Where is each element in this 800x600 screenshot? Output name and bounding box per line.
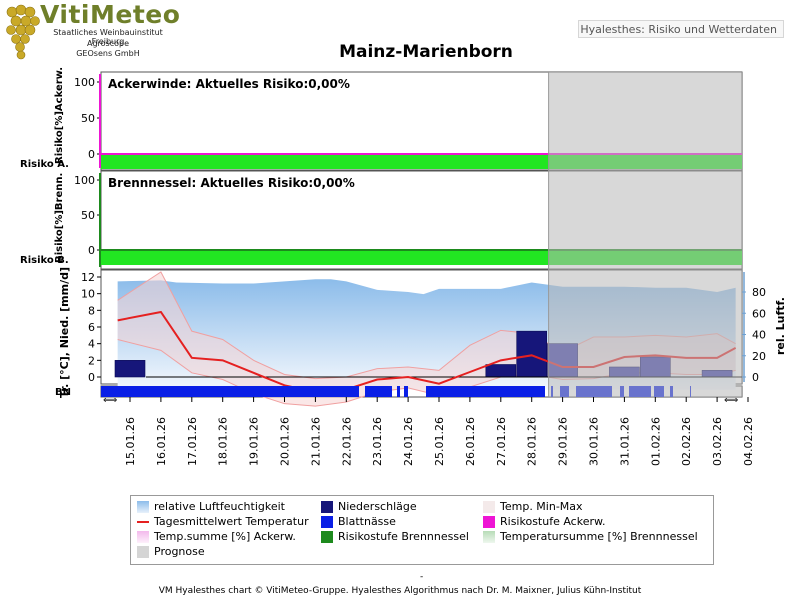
ackerwinde-ytick-label: 0: [88, 148, 95, 161]
precipitation-bar: [485, 364, 517, 378]
risk-ackerwinde-swatch: [483, 516, 495, 528]
xtick-label: 15.01.26: [124, 417, 137, 466]
footer-credit: VM Hyalesthes chart © VitiMeteo-Gruppe. …: [158, 586, 642, 596]
ackerwinde-ylabel: Risiko[%]Ackerw.: [54, 67, 65, 164]
xtick-label: 19.01.26: [248, 417, 261, 466]
legend-label: relative Luftfeuchtigkeit: [154, 500, 285, 513]
brennnessel-ylabel: Risiko[%]Brenn.: [54, 173, 65, 263]
weather-ytick-right-label: 60: [752, 307, 766, 320]
xtick-label: 21.01.26: [309, 417, 322, 466]
xtick-label: 29.01.26: [557, 417, 570, 466]
scroll-left-icon: ⟺: [103, 395, 117, 406]
leaf-wetness-swatch: [321, 516, 333, 528]
weather-ytick-left-label: 0: [88, 371, 95, 384]
xtick-label: 23.01.26: [371, 417, 384, 466]
logo-institute: Staatliches Weinbauinstitut Freiburg: [53, 28, 163, 46]
xtick-label: 25.01.26: [433, 417, 446, 466]
chart-type-tab[interactable]: Hyalesthes: Risiko und Wetterdaten: [578, 20, 784, 38]
temp-mean-swatch: [137, 521, 149, 523]
logo-agroscope: Agroscope: [86, 39, 130, 48]
legend-label: Niederschläge: [338, 500, 417, 513]
tempsum-brennnessel-swatch: [483, 531, 495, 543]
leaf-wetness-band-label: BN: [55, 387, 71, 398]
weather-ylabel-right: rel. Luftf.: [774, 297, 787, 355]
ackerwinde-ytick-label: 50: [81, 112, 95, 125]
weather-ytick-left-label: 4: [88, 338, 95, 351]
footer-dash: -: [420, 572, 424, 582]
xtick-label: 27.01.26: [495, 417, 508, 466]
prognose-swatch: [137, 546, 149, 558]
leaf-wetness-segment: [397, 386, 400, 397]
xtick-label: 28.01.26: [526, 417, 539, 466]
xtick-label: 16.01.26: [155, 417, 168, 466]
weather-ytick-right-label: 20: [752, 350, 766, 363]
leaf-wetness-segment: [426, 386, 545, 397]
xtick-label: 17.01.26: [186, 417, 199, 466]
weather-ylabel-left: Tr. [°C], Nied. [mm/d]: [58, 267, 71, 398]
legend-label: Temperatursumme [%] Brennnessel: [500, 530, 698, 543]
legend-label: Tagesmittelwert Temperatur: [154, 515, 309, 528]
xtick-label: 22.01.26: [340, 417, 353, 466]
xtick-label: 03.02.26: [711, 417, 724, 466]
xtick-label: 02.02.26: [680, 417, 693, 466]
brennnessel-ytick-label: 0: [88, 244, 95, 257]
weather-ytick-right-label: 40: [752, 329, 766, 342]
legend-label: Temp. Min-Max: [500, 500, 583, 513]
precipitation-swatch: [321, 501, 333, 513]
weather-ytick-right-label: 80: [752, 286, 766, 299]
weather-ytick-left-label: 2: [88, 354, 95, 367]
xtick-label: 04.02.26: [742, 417, 755, 466]
xtick-label: 01.02.26: [649, 417, 662, 466]
xtick-label: 24.01.26: [402, 417, 415, 466]
logo-title: VitiMeteo: [40, 0, 181, 29]
temp-minmax-swatch: [483, 501, 495, 513]
legend-label: Risikostufe Ackerw.: [500, 515, 606, 528]
xtick-label: 30.01.26: [588, 417, 601, 466]
leaf-wetness-segment: [404, 386, 408, 397]
precipitation-bar: [114, 360, 146, 378]
brennnessel-ytick-label: 100: [74, 174, 95, 187]
brennnessel-title: Brennnessel: Aktuelles Risiko:0,00%: [108, 176, 355, 190]
chart-title: Mainz-Marienborn: [339, 42, 513, 62]
brennnessel-ytick-label: 50: [81, 209, 95, 222]
weather-ytick-left-label: 12: [81, 271, 95, 284]
humidity-swatch: [137, 501, 149, 513]
logo-geosens: GEOsens GmbH: [76, 49, 140, 58]
xtick-label: 26.01.26: [464, 417, 477, 466]
legend-label: Risikostufe Brennnessel: [338, 530, 469, 543]
scroll-right-icon: ⟺: [724, 395, 738, 406]
legend-label: Temp.summe [%] Ackerw.: [154, 530, 296, 543]
weather-ytick-left-label: 10: [81, 288, 95, 301]
risk-brennnessel-swatch: [321, 531, 333, 543]
ackerwinde-title: Ackerwinde: Aktuelles Risiko:0,00%: [108, 77, 350, 91]
weather-ytick-left-label: 6: [88, 321, 95, 334]
xtick-label: 20.01.26: [279, 417, 292, 466]
legend-label: Prognose: [154, 545, 205, 558]
tempsum-ackerwinde-swatch: [137, 531, 149, 543]
legend: relative Luftfeuchtigkeit Niederschläge …: [130, 495, 714, 565]
brennnessel-band-label: Risiko B.: [20, 255, 69, 266]
legend-label: Blattnässe: [338, 515, 396, 528]
weather-ytick-right-label: 0: [752, 371, 759, 384]
ackerwinde-band-label: Risiko A.: [20, 159, 69, 170]
ackerwinde-ytick-label: 100: [74, 76, 95, 89]
weather-ytick-left-label: 8: [88, 304, 95, 317]
precipitation-bar: [516, 330, 548, 378]
leaf-wetness-segment: [365, 386, 392, 397]
leaf-wetness-segment: [101, 386, 359, 397]
xtick-label: 31.01.26: [618, 417, 631, 466]
prognose-overlay: [548, 72, 742, 397]
grape-logo-icon: [6, 4, 40, 60]
xtick-label: 18.01.26: [217, 417, 230, 466]
